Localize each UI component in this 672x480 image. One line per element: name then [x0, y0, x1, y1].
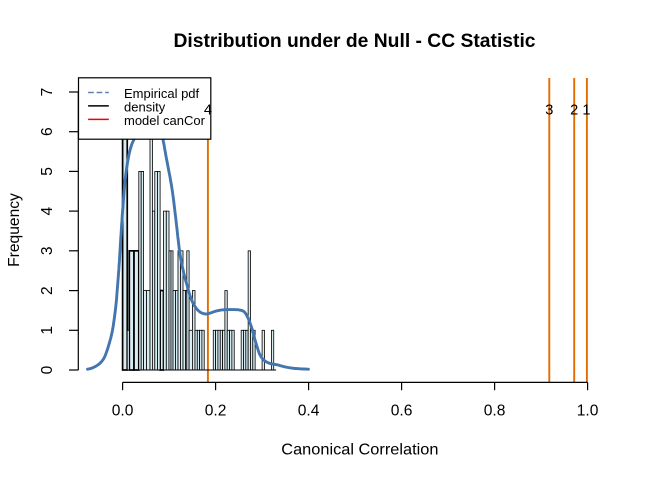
- svg-text:4: 4: [204, 103, 212, 119]
- svg-text:0.4: 0.4: [298, 403, 320, 420]
- svg-text:2: 2: [39, 286, 56, 295]
- svg-text:0.8: 0.8: [484, 403, 506, 420]
- svg-text:0: 0: [39, 365, 56, 374]
- svg-text:0.6: 0.6: [391, 403, 413, 420]
- svg-text:5: 5: [39, 167, 56, 176]
- svg-text:2: 2: [570, 103, 578, 119]
- svg-text:7: 7: [39, 88, 56, 97]
- svg-text:0.2: 0.2: [205, 403, 227, 420]
- svg-text:Empirical pdf: Empirical pdf: [124, 86, 200, 101]
- svg-text:model canCor: model canCor: [124, 113, 206, 128]
- svg-text:3: 3: [545, 103, 553, 119]
- svg-text:Distribution under de Null - C: Distribution under de Null - CC Statisti…: [173, 31, 535, 52]
- svg-text:4: 4: [39, 206, 56, 215]
- svg-text:Canonical Correlation: Canonical Correlation: [281, 442, 438, 459]
- svg-text:1: 1: [582, 103, 590, 119]
- svg-text:0.0: 0.0: [112, 403, 134, 420]
- svg-text:1: 1: [39, 326, 56, 335]
- svg-text:Frequency: Frequency: [6, 193, 23, 267]
- svg-text:density: density: [124, 100, 166, 115]
- svg-text:3: 3: [39, 246, 56, 255]
- svg-text:1.0: 1.0: [577, 403, 599, 420]
- svg-text:6: 6: [39, 127, 56, 136]
